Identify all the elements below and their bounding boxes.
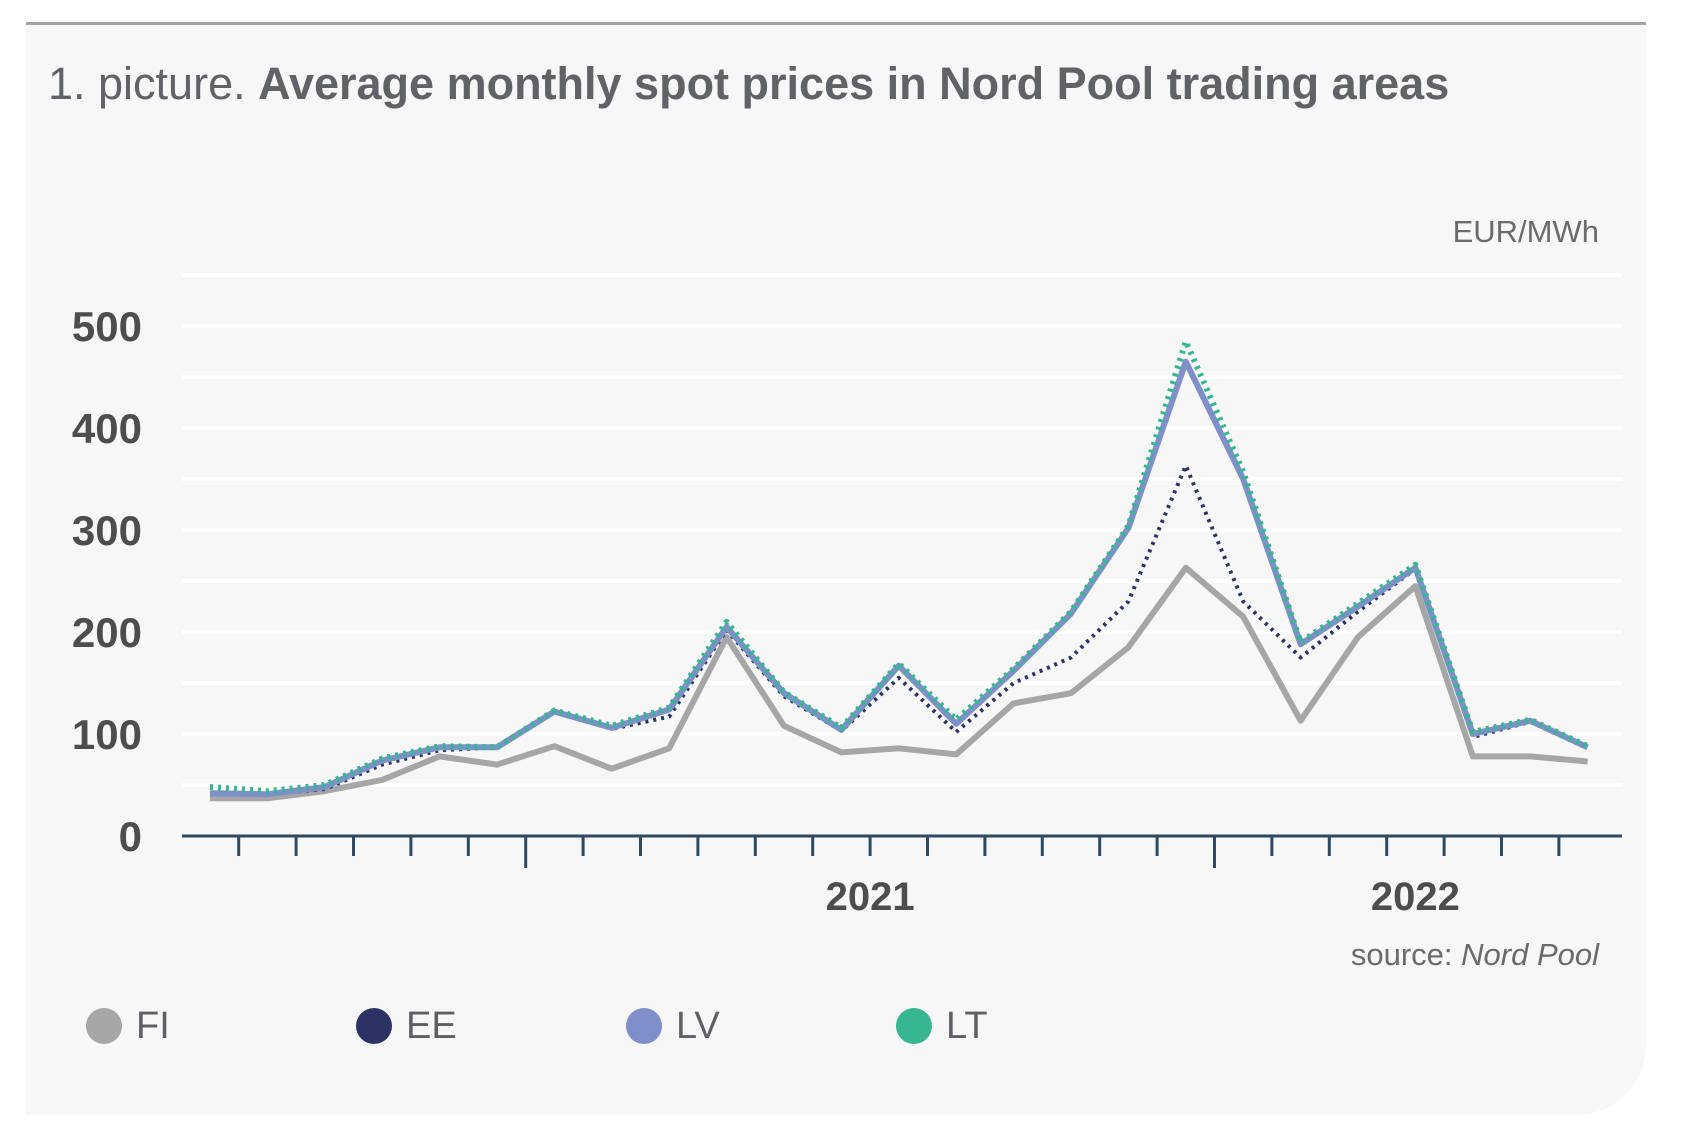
legend-dot-lv	[626, 1008, 662, 1044]
y-axis-unit: EUR/MWh	[1452, 214, 1599, 249]
x-year-label: 2022	[1371, 875, 1460, 919]
legend-item-lt: LT	[896, 1004, 988, 1048]
y-tick-label: 400	[72, 405, 142, 452]
y-tick-label: 500	[72, 303, 142, 350]
legend-label-fi: FI	[136, 1004, 170, 1047]
legend-dot-ee	[356, 1008, 392, 1044]
legend-item-fi: FI	[86, 1004, 170, 1048]
legend-label-lv: LV	[676, 1004, 720, 1047]
series-line-ee	[210, 463, 1589, 797]
legend-item-ee: EE	[356, 1004, 457, 1048]
grid-lines	[182, 273, 1622, 787]
title-prefix: 1. picture.	[48, 58, 246, 109]
source-label: source:	[1350, 937, 1453, 972]
series-line-fi	[210, 564, 1588, 802]
y-tick-label: 200	[72, 609, 142, 656]
legend-dot-lt	[896, 1008, 932, 1044]
x-year-label: 2021	[826, 875, 915, 919]
legend-label-lt: LT	[946, 1004, 988, 1047]
y-tick-label: 300	[72, 507, 142, 554]
legend-label-ee: EE	[406, 1004, 457, 1047]
chart-title: 1. picture. Average monthly spot prices …	[48, 58, 1449, 110]
series-lines	[209, 338, 1589, 802]
y-tick-label: 100	[72, 711, 142, 758]
title-main: Average monthly spot prices in Nord Pool…	[258, 58, 1450, 109]
series-line-lt	[209, 338, 1589, 795]
legend-dot-fi	[86, 1008, 122, 1044]
x-axis: 2021 2022	[182, 834, 1622, 919]
legend-item-lv: LV	[626, 1004, 720, 1048]
y-tick-labels: 0 100 200 300 400 500	[72, 303, 142, 860]
source-name: Nord Pool	[1461, 937, 1599, 972]
chart-panel	[26, 22, 1646, 1115]
y-tick-label: 0	[119, 813, 142, 860]
source-note: source: Nord Pool	[1351, 937, 1599, 973]
